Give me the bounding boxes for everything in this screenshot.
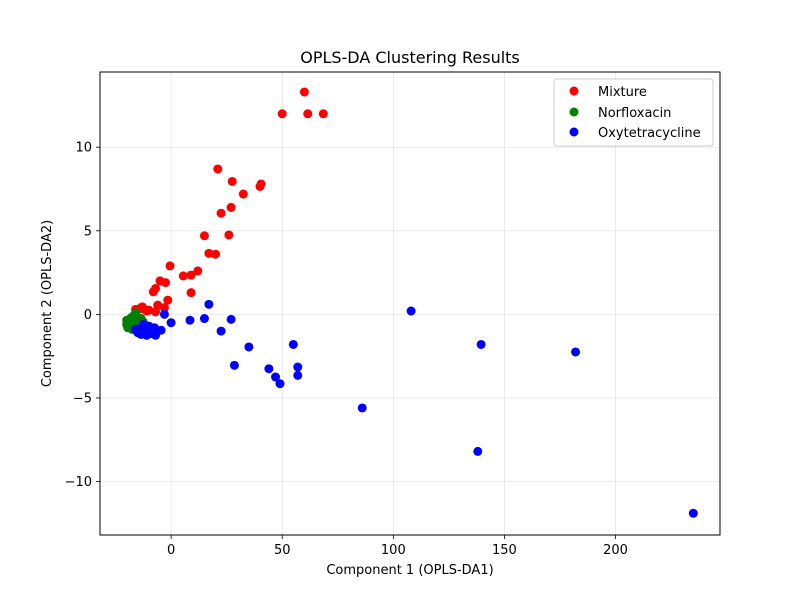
x-axis-label: Component 1 (OPLS-DA1) [326, 563, 493, 578]
point-oxytetracycline [357, 403, 367, 413]
point-mixture [277, 109, 287, 119]
point-oxytetracycline [275, 379, 285, 389]
x-tick-label: 150 [492, 543, 517, 558]
point-oxytetracycline [159, 309, 169, 319]
legend-marker-oxytetracycline [569, 127, 579, 137]
point-mixture [151, 307, 161, 317]
point-mixture [213, 164, 223, 174]
legend-label-norfloxacin: Norfloxacin [598, 106, 671, 121]
point-oxytetracycline [204, 299, 214, 309]
point-mixture [255, 181, 265, 191]
point-mixture [226, 202, 236, 212]
chart-title: OPLS-DA Clustering Results [300, 48, 520, 67]
point-mixture [178, 271, 188, 281]
point-mixture [186, 288, 196, 298]
x-tick-label: 50 [274, 543, 291, 558]
point-oxytetracycline [271, 372, 281, 382]
point-oxytetracycline [166, 318, 176, 328]
y-tick-label: 5 [84, 224, 92, 239]
data-points [122, 87, 698, 518]
point-mixture [159, 303, 169, 313]
point-mixture [186, 270, 196, 280]
point-mixture [227, 176, 237, 186]
y-tick-label: 0 [84, 308, 92, 323]
legend-label-oxytetracycline: Oxytetracycline [598, 126, 701, 141]
legend: Mixture Norfloxacin Oxytetracycline [553, 78, 714, 147]
legend-marker-mixture [569, 86, 579, 96]
point-oxytetracycline [226, 314, 236, 324]
legend-marker-norfloxacin [569, 107, 579, 117]
point-oxytetracycline [185, 315, 195, 325]
point-oxytetracycline [216, 326, 226, 336]
point-mixture [148, 287, 158, 297]
point-mixture [193, 266, 203, 276]
point-oxytetracycline [293, 370, 303, 380]
point-mixture [224, 230, 234, 240]
point-oxytetracycline [137, 327, 147, 337]
point-mixture [238, 189, 248, 199]
point-mixture [216, 208, 226, 218]
y-tick-label: −10 [65, 475, 92, 490]
plot-frame [99, 71, 721, 536]
point-mixture [142, 306, 152, 316]
x-tick-label: 200 [603, 543, 628, 558]
point-oxytetracycline [244, 342, 254, 352]
point-oxytetracycline [264, 364, 274, 374]
point-oxytetracycline [293, 362, 303, 372]
point-oxytetracycline [288, 339, 298, 349]
point-oxytetracycline [473, 446, 483, 456]
y-axis-label: Component 2 (OPLS-DA2) [40, 220, 55, 387]
point-oxytetracycline [688, 508, 698, 518]
point-oxytetracycline [571, 347, 581, 357]
y-tick-label: 10 [75, 141, 92, 156]
y-tick-label: −5 [73, 391, 92, 406]
legend-label-mixture: Mixture [598, 85, 647, 100]
point-mixture [204, 248, 214, 258]
point-oxytetracycline [406, 306, 416, 316]
point-mixture [161, 278, 171, 288]
point-oxytetracycline [229, 360, 239, 370]
point-mixture [163, 295, 173, 305]
point-mixture [211, 249, 221, 259]
point-mixture [303, 109, 313, 119]
x-tick-label: 100 [381, 543, 406, 558]
legend-box [553, 78, 714, 147]
axis-ticks: 0 50 100 150 200 −10 −5 0 5 10 [65, 141, 628, 558]
x-tick-label: 0 [167, 543, 175, 558]
point-mixture [165, 261, 175, 271]
point-oxytetracycline [199, 314, 209, 324]
point-mixture [299, 87, 309, 97]
point-oxytetracycline [476, 339, 486, 349]
point-mixture [318, 109, 328, 119]
point-norfloxacin [122, 315, 132, 325]
point-mixture [199, 231, 209, 241]
